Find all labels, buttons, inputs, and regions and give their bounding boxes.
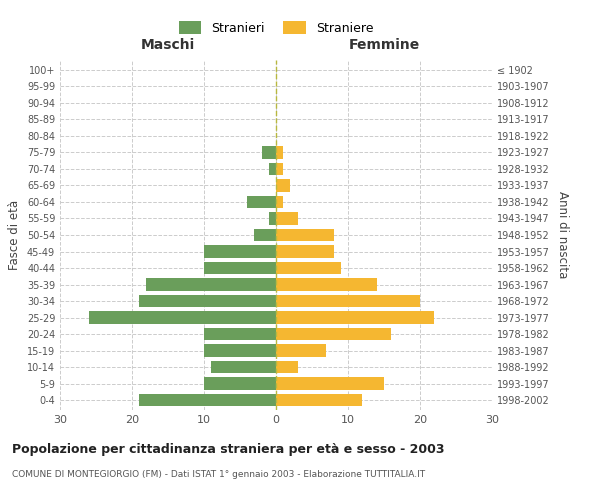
Bar (276, 196, 283, 208)
Bar (276, 163, 283, 175)
Bar (204, 328, 276, 340)
Bar (276, 394, 362, 406)
Bar (262, 146, 276, 158)
Y-axis label: Anni di nascita: Anni di nascita (556, 192, 569, 278)
Text: Maschi: Maschi (141, 38, 195, 52)
Bar (276, 262, 341, 274)
Bar (254, 229, 276, 241)
Bar (204, 378, 276, 390)
Bar (204, 246, 276, 258)
Legend: Stranieri, Straniere: Stranieri, Straniere (173, 16, 379, 40)
Bar (247, 196, 276, 208)
Text: Popolazione per cittadinanza straniera per età e sesso - 2003: Popolazione per cittadinanza straniera p… (12, 442, 445, 456)
Y-axis label: Fasce di età: Fasce di età (8, 200, 21, 270)
Bar (139, 295, 276, 307)
Bar (276, 312, 434, 324)
Bar (269, 163, 276, 175)
Bar (276, 180, 290, 192)
Bar (204, 262, 276, 274)
Bar (276, 212, 298, 224)
Bar (276, 378, 384, 390)
Bar (146, 278, 276, 290)
Bar (276, 361, 298, 374)
Text: COMUNE DI MONTEGIORGIO (FM) - Dati ISTAT 1° gennaio 2003 - Elaborazione TUTTITAL: COMUNE DI MONTEGIORGIO (FM) - Dati ISTAT… (12, 470, 425, 479)
Bar (211, 361, 276, 374)
Bar (139, 394, 276, 406)
Text: Femmine: Femmine (349, 38, 419, 52)
Bar (276, 229, 334, 241)
Bar (269, 212, 276, 224)
Bar (276, 344, 326, 357)
Bar (89, 312, 276, 324)
Bar (204, 344, 276, 357)
Bar (276, 328, 391, 340)
Bar (276, 278, 377, 290)
Bar (276, 246, 334, 258)
Bar (276, 146, 283, 158)
Bar (276, 295, 420, 307)
